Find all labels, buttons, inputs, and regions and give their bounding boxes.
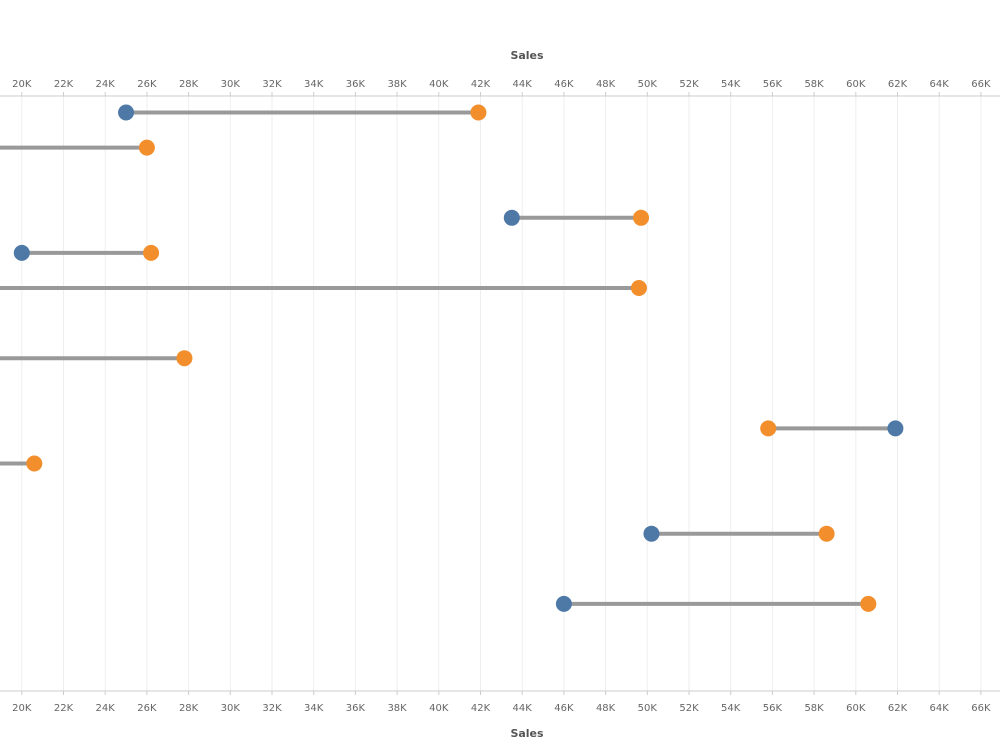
start-dot[interactable] [13, 244, 30, 261]
bottom-tick-label: 42K [471, 703, 491, 714]
end-dot[interactable] [176, 350, 193, 367]
end-dot[interactable] [818, 525, 835, 542]
bottom-tick-label: 22K [54, 703, 74, 714]
bottom-tick-label: 28K [179, 703, 199, 714]
bottom-tick-label: 54K [721, 703, 741, 714]
bottom-tick-label: 40K [429, 703, 449, 714]
top-tick-label: 52K [679, 79, 699, 90]
bottom-tick-label: 48K [596, 703, 616, 714]
bottom-tick-label: 38K [387, 703, 407, 714]
top-tick-label: 40K [429, 79, 449, 90]
start-dot[interactable] [555, 595, 572, 612]
bottom-tick-label: 50K [638, 703, 658, 714]
end-dot[interactable] [760, 420, 777, 437]
top-tick-label: 44K [513, 79, 533, 90]
bottom-tick-label: 44K [513, 703, 533, 714]
bottom-tick-label: 30K [221, 703, 241, 714]
bottom-tick-label: 56K [763, 703, 783, 714]
end-dot[interactable] [26, 455, 43, 472]
top-tick-label: 66K [971, 79, 991, 90]
gridlines [21, 96, 982, 691]
start-dot[interactable] [643, 525, 660, 542]
bottom-tick-label: 64K [930, 703, 950, 714]
bottom-axis-title: Sales [510, 727, 544, 740]
top-tick-label: 32K [262, 79, 282, 90]
bottom-tick-label: 34K [304, 703, 324, 714]
start-dot[interactable] [503, 209, 520, 226]
bottom-tick-label: 60K [846, 703, 866, 714]
top-tick-label: 58K [804, 79, 824, 90]
end-dot[interactable] [860, 595, 877, 612]
top-tick-label: 56K [763, 79, 783, 90]
top-tick-label: 28K [179, 79, 199, 90]
top-axis-title: Sales [510, 49, 544, 62]
bottom-tick-label: 46K [554, 703, 574, 714]
bottom-tick-label: 58K [804, 703, 824, 714]
top-tick-label: 36K [346, 79, 366, 90]
start-dot[interactable] [887, 420, 904, 437]
bottom-tick-label: 20K [12, 703, 32, 714]
bottom-tick-label: 62K [888, 703, 908, 714]
bottom-tick-label: 52K [679, 703, 699, 714]
start-dot[interactable] [118, 104, 135, 121]
end-dot[interactable] [630, 280, 647, 296]
top-tick-label: 54K [721, 79, 741, 90]
end-dot[interactable] [470, 104, 487, 121]
top-tick-label: 46K [554, 79, 574, 90]
top-tick-label: 34K [304, 79, 324, 90]
end-dot[interactable] [138, 139, 155, 156]
top-tick-label: 38K [387, 79, 407, 90]
top-tick-label: 62K [888, 79, 908, 90]
bottom-tick-label: 36K [346, 703, 366, 714]
top-tick-label: 50K [638, 79, 658, 90]
top-tick-label: 60K [846, 79, 866, 90]
top-tick-label: 30K [221, 79, 241, 90]
bottom-tick-label: 24K [96, 703, 116, 714]
top-tick-label: 48K [596, 79, 616, 90]
top-tick-label: 26K [137, 79, 157, 90]
bottom-tick-label: 66K [971, 703, 991, 714]
top-tick-label: 64K [930, 79, 950, 90]
axes: Sales Sales 20K 20K 22K 22K 24K 24K 26K 26K 28K 2… [0, 49, 1000, 740]
data-marks [0, 104, 904, 612]
bottom-tick-label: 26K [137, 703, 157, 714]
top-tick-label: 24K [96, 79, 116, 90]
end-dot[interactable] [633, 209, 650, 226]
top-tick-label: 20K [12, 79, 32, 90]
top-tick-label: 22K [54, 79, 74, 90]
top-tick-label: 42K [471, 79, 491, 90]
bottom-tick-label: 32K [262, 703, 282, 714]
end-dot[interactable] [143, 244, 160, 261]
